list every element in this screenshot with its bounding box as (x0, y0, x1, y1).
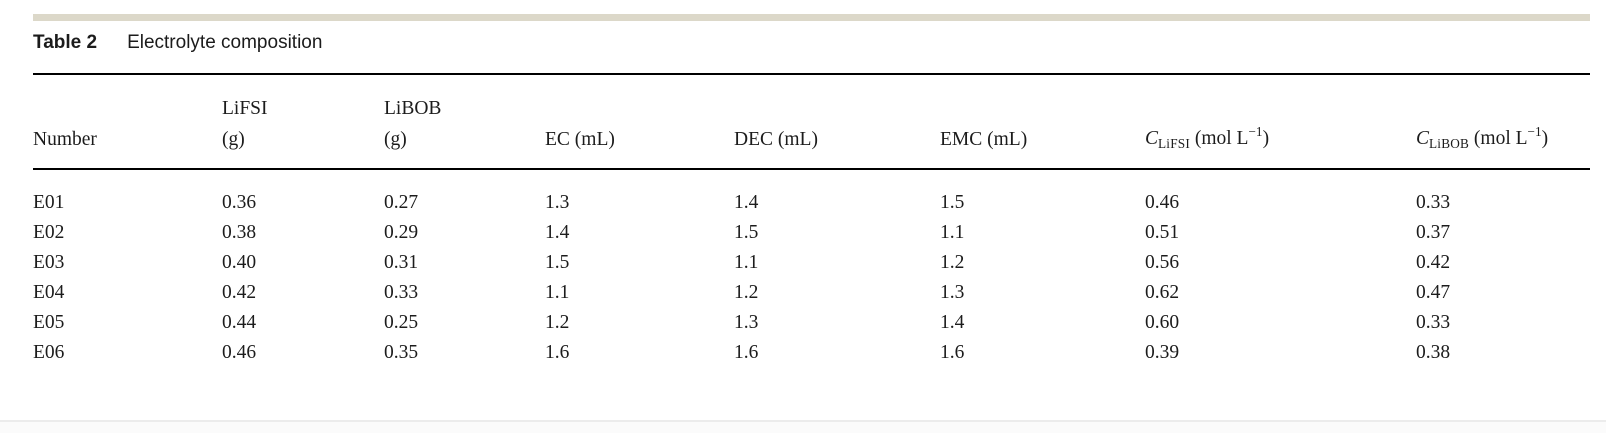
table-caption-title: Electrolyte composition (127, 32, 323, 53)
cell: 0.25 (384, 312, 419, 333)
cell: E05 (33, 312, 65, 333)
cell: 0.60 (1145, 312, 1180, 333)
cell: 1.6 (734, 342, 759, 363)
table-row: E01 0.36 0.27 1.3 1.4 1.5 0.46 0.33 (33, 169, 1590, 218)
table-row: E06 0.46 0.35 1.6 1.6 1.6 0.39 0.38 (33, 338, 1590, 368)
table-body: E01 0.36 0.27 1.3 1.4 1.5 0.46 0.33 E02 0.38 0.29 1… (33, 169, 1590, 368)
cell: 0.27 (384, 192, 419, 213)
electrolyte-composition-table: Number LiFSI (g) LiBOB (g) EC (mL) DEC ( (33, 73, 1590, 368)
cell: 1.1 (734, 252, 759, 273)
cell: 0.38 (222, 222, 257, 243)
table-header: Number LiFSI (g) LiBOB (g) EC (mL) DEC ( (33, 74, 1590, 169)
cell: 1.5 (734, 222, 759, 243)
cell: 1.4 (545, 222, 570, 243)
table-accent-bar (33, 14, 1590, 21)
cell: 1.6 (940, 342, 965, 363)
column-header-emc: EMC (mL) (940, 129, 1028, 150)
cell: 1.4 (940, 312, 965, 333)
cell: 0.31 (384, 252, 419, 273)
table-row: E03 0.40 0.31 1.5 1.1 1.2 0.56 0.42 (33, 248, 1590, 278)
table-caption: Table 2 Electrolyte composition (33, 32, 322, 54)
cell: 0.33 (1416, 312, 1451, 333)
cell: E03 (33, 252, 65, 273)
cell: 0.47 (1416, 282, 1451, 303)
cell: 0.44 (222, 312, 257, 333)
concentration-symbol: C (1145, 128, 1159, 149)
cell: E04 (33, 282, 65, 303)
concentration-subscript: LiBOB (1429, 136, 1470, 151)
cell: 0.42 (222, 282, 257, 303)
cell: E01 (33, 192, 65, 213)
table-row: E05 0.44 0.25 1.2 1.3 1.4 0.60 0.33 (33, 308, 1590, 338)
page-footer-strip (0, 422, 1606, 433)
column-header-c-lifsi: CLiFSI (mol L−1) (1145, 124, 1270, 151)
cell: 1.3 (940, 282, 965, 303)
cell: 1.3 (545, 192, 570, 213)
cell: 0.39 (1145, 342, 1180, 363)
cell: 0.46 (1145, 192, 1180, 213)
cell: 0.46 (222, 342, 257, 363)
data-table: Number LiFSI (g) LiBOB (g) EC (mL) DEC ( (33, 73, 1590, 368)
cell: 0.36 (222, 192, 257, 213)
column-header-ec: EC (mL) (545, 129, 615, 150)
cell: 1.1 (545, 282, 570, 303)
cell: 1.3 (734, 312, 759, 333)
cell: 0.56 (1145, 252, 1180, 273)
column-header-lifsi-g: LiFSI (g) (222, 98, 268, 150)
page-divider-line (0, 420, 1606, 422)
table-caption-label: Table 2 (33, 32, 98, 53)
cell: 0.35 (384, 342, 419, 363)
header-row: Number LiFSI (g) LiBOB (g) EC (mL) DEC ( (33, 74, 1590, 169)
column-header-libob-g: LiBOB (g) (384, 98, 442, 150)
column-header-c-libob: CLiBOB (mol L−1) (1416, 124, 1549, 151)
cell: E06 (33, 342, 65, 363)
unit-exponent: −1 (1248, 124, 1263, 139)
cell: 1.2 (734, 282, 759, 303)
concentration-symbol: C (1416, 128, 1430, 149)
cell: 0.37 (1416, 222, 1451, 243)
cell: 0.33 (384, 282, 419, 303)
unit-exponent: −1 (1527, 124, 1542, 139)
cell: 0.29 (384, 222, 419, 243)
cell: 0.62 (1145, 282, 1180, 303)
cell: 1.2 (940, 252, 965, 273)
cell: 0.38 (1416, 342, 1451, 363)
column-header-dec: DEC (mL) (734, 129, 818, 150)
cell: 0.51 (1145, 222, 1180, 243)
table-row: E04 0.42 0.33 1.1 1.2 1.3 0.62 0.47 (33, 278, 1590, 308)
cell: 1.6 (545, 342, 570, 363)
cell: 1.4 (734, 192, 759, 213)
table-row: E02 0.38 0.29 1.4 1.5 1.1 0.51 0.37 (33, 218, 1590, 248)
cell: 0.40 (222, 252, 257, 273)
cell: 0.33 (1416, 192, 1451, 213)
column-header-number: Number (33, 129, 97, 150)
cell: 1.2 (545, 312, 570, 333)
cell: 1.1 (940, 222, 965, 243)
cell: 1.5 (545, 252, 570, 273)
concentration-subscript: LiFSI (1158, 136, 1190, 151)
cell: E02 (33, 222, 65, 243)
cell: 0.42 (1416, 252, 1451, 273)
cell: 1.5 (940, 192, 965, 213)
